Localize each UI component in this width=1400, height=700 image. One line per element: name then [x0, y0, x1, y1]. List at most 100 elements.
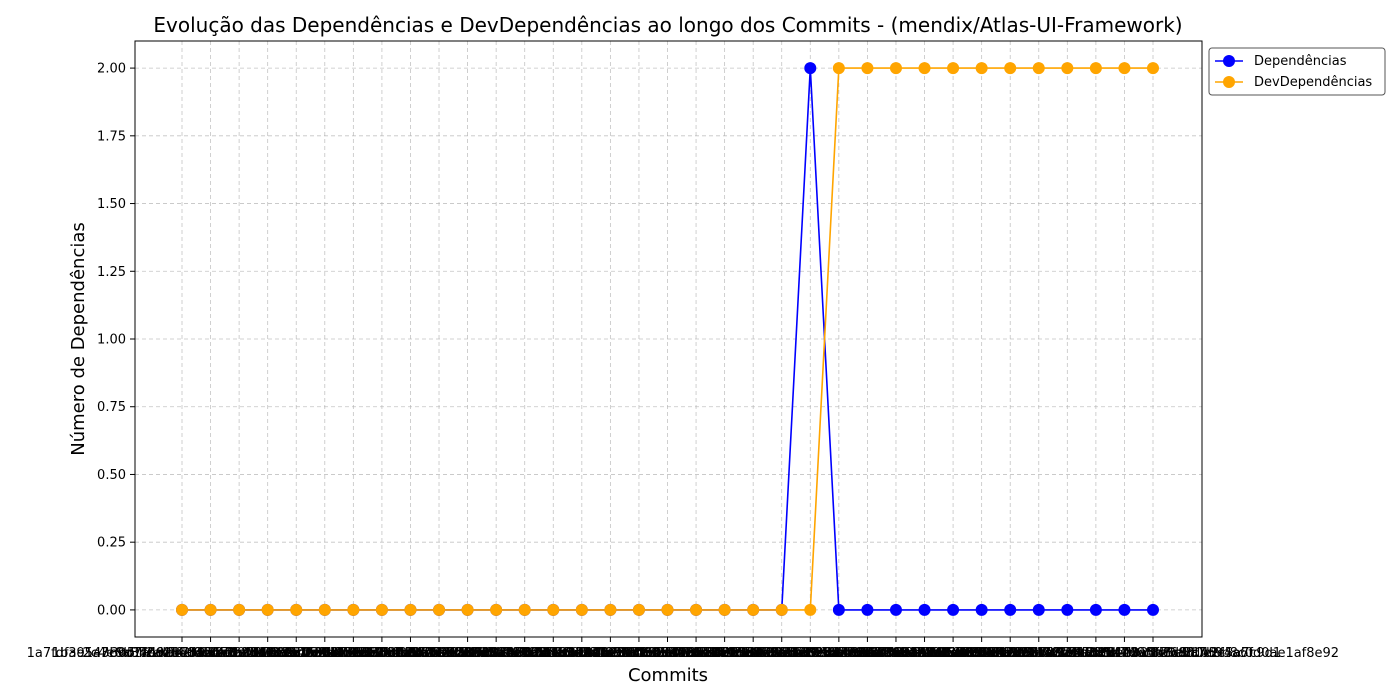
data-point [690, 603, 703, 616]
y-tick-label: 1.75 [97, 129, 126, 144]
x-tick-label: 17f9d1e3a5c7e9f1b3d5a7c9e1f3b5d7a9c1e3f5 [512, 646, 823, 661]
data-point [1118, 62, 1131, 75]
data-point [490, 603, 503, 616]
data-point [404, 603, 417, 616]
x-tick-label: f57df5a7c9e1a3b5d7f9c1e3a5b7d9f1c3e5a7b9 [912, 646, 1223, 661]
data-point [918, 62, 931, 75]
series-1 [176, 62, 1159, 616]
y-tick-label: 1.00 [97, 333, 126, 348]
x-tick-label: b5c3d7e9f1a2b4c6d8e0f2a4b6c8d0e2f4a6fd0a… [967, 646, 1339, 661]
x-tick-label: c2a4e6f8b0d2f4a6c8e0b2d4f6a8c0e2b4d6f8a0 [369, 646, 680, 661]
x-tick-label: c24ac2d4f6b8d0e2a4c6f8b0d2e4a6c8f0b2d4e6 [825, 646, 1138, 661]
grid [135, 41, 1202, 637]
data-point [204, 603, 217, 616]
data-point [1004, 603, 1017, 616]
data-point [176, 603, 188, 616]
y-tick-label: 2.00 [97, 62, 126, 77]
data-point [918, 603, 931, 616]
x-tick-label: d35bd3e5a7c9e1f3b5d7a9c1e3f5b7d9a1c3e5f7 [853, 646, 1167, 661]
data-point [947, 603, 960, 616]
data-point [861, 603, 874, 616]
data-point [1089, 62, 1102, 75]
data-point [1032, 62, 1045, 75]
data-point [861, 62, 874, 75]
data-point [575, 603, 588, 616]
data-point [832, 62, 845, 75]
x-tick-label: 7b9d1f3a5c7e9a1b3d5f7c9e1a3b5d7f9c1e3a5d [225, 646, 539, 661]
x-tick-label: 068e06b8d0f2b4c6e8a0d2f4b6c8e0a2d4f6b8c0 [938, 646, 1253, 661]
data-point [347, 603, 360, 616]
x-tick-label: a028a0b2d4f6b8c0e2a4d6f8b0c2e4a6d8f0b2c4 [767, 646, 1082, 661]
data-point [832, 603, 845, 616]
data-point [889, 62, 902, 75]
data-point [433, 603, 446, 616]
data-point [547, 603, 560, 616]
y-tick-label: 1.50 [97, 197, 126, 212]
x-tick-label: b1f3d5e7a9c1e3f5b7d9a1c3e5f7b9d1a3c5e7f9 [341, 646, 652, 661]
x-tick-label: 7df5d7e9a1c3e5f7b9d1a3c5e7f9b1d3a5c7e9f1 [684, 646, 995, 661]
x-tick-label: 06e8c0d2f4b6d8e0a2c4f6b8d0e2a4c6f8b0d2e4 [482, 646, 797, 661]
data-point [975, 603, 988, 616]
data-point [889, 603, 902, 616]
x-tick-label: 2c4e6a8b0d2f4a6c8e0b2d4f6a8c0e2b4d6f8a0c [83, 646, 396, 661]
y-tick-label: 0.25 [97, 536, 126, 551]
x-tick-label: 9f17f9a1c3e5a7b9d1f3c5e7a9b1d3f5c7e9a1b3 [741, 646, 1052, 661]
x-tick-label: a0e2c4d6f8b0d2e4a6c8f0b2d4e6a8c0f2b4d6e8 [310, 646, 624, 661]
x-tick-label: 1a7fdfa9143b0c7a1d9e2f4b6c8a0e1d3f5b7c91 [27, 646, 338, 661]
legend-marker-devdependencias [1223, 76, 1235, 88]
x-tick-label: b139b1c3e5a7c9d1f3b5e7a9c1d3f5b7e9a1c3d5 [795, 646, 1112, 661]
y-axis-label: Número de Dependências [68, 222, 89, 456]
data-point [947, 62, 960, 75]
data-point [375, 603, 388, 616]
data-point [804, 62, 817, 75]
legend: Dependências DevDependências [1208, 47, 1386, 96]
data-point [775, 603, 788, 616]
data-point [233, 603, 246, 616]
x-tick-label: e4c6a8b0d2f4b6c8e0a2d4f6b8c0e2a4d6f8b0c2 [425, 646, 738, 661]
legend-frame [1208, 47, 1386, 96]
x-tick-label: 28a0e2f4b6d8f0a2c4e6b8d0f2a4c6e8b0d2f4a6 [540, 646, 852, 661]
x-tick-label: 4ac2a4b6d8f0b2c4e6a8d0f2b4c6e8a0d2f4b6c8 [596, 646, 909, 661]
series-layer [176, 62, 1159, 616]
x-tick-label: 8c0e2a4b6d8f0b2c4e6a8d0f2b4c6e8a0d2f4b6e [253, 646, 567, 661]
data-point [1118, 603, 1131, 616]
x-tick-label: 5f7b9d1e3a5c7e9b1d3f5c7e9a1b3d5f7c9e1a3b [168, 646, 482, 661]
data-point [804, 603, 817, 616]
x-tick-label: 3d5f7b9c1e3a5b7d9f1c3e5a7b9d1f3c5e7a9b1d [110, 646, 425, 661]
legend-label-dependencias: Dependências [1254, 54, 1347, 69]
data-point [1061, 62, 1074, 75]
y-tick-label: 0.75 [97, 400, 126, 415]
data-point [1032, 603, 1045, 616]
data-point [1061, 603, 1074, 616]
data-point [661, 603, 674, 616]
x-tick-label: 9d1f3b5c7e9a1c3d5f7b9e1a3c5d7f9b1e3a5c7f [284, 646, 594, 661]
x-tick-label: 39b1f3a5c7e9a1b3d5f7c9e1a3b5d7f9c1e3a5b7 [568, 646, 882, 661]
legend-marker-dependencias [1223, 55, 1235, 67]
x-tick-label: 6ce4c6d8f0b2d4e6a8c0f2b4d6e8a0c2f4b6d8e0 [654, 646, 967, 661]
data-point [604, 603, 617, 616]
x-tick-label: 8e06e8f0b2d4f6a8c0e2b4d6f8a0c2e4b6d8f0a2 [712, 646, 1024, 661]
data-point [975, 62, 988, 75]
x-axis-label: Commits [628, 665, 708, 686]
data-point [632, 603, 645, 616]
data-point [1004, 62, 1017, 75]
x-tick-label: 4e6a8c0d2f4b6d8a0c2e4b6d8f0a2c4e6b8d0f2a [139, 646, 453, 661]
y-axis: 0.00 0.25 0.50 0.75 1.00 1.25 1.50 1.75 2.00 [97, 62, 135, 618]
y-tick-label: 1.25 [97, 265, 126, 280]
data-point [1089, 603, 1102, 616]
x-tick-label: f5d7b9c1e3a5c7d9f1b3e5a7c9d1f3b5e7a9c1d3 [454, 646, 767, 661]
data-point [290, 603, 303, 616]
x-tick-label: 6a8c0e2f4b6d8f0a2c4e6b8d0f2a4c6e8b0d2f4c [198, 646, 508, 661]
data-point [261, 603, 274, 616]
x-tick-label: e46ce4f6b8d0f2a4c6e8b0d2f4a6c8e0b2d4f6a8 [883, 646, 1194, 661]
x-tick-label: d3b5f7a9c1e3a5b7d9f1c3e5a7b9d1f3c5e7a9b1 [396, 646, 710, 661]
y-tick-label: 0.00 [97, 603, 126, 618]
data-point [318, 603, 331, 616]
x-axis: 1a7fdfa9143b0c7a1d9e2f4b6c8a0e1d3f5b7c91… [27, 637, 1339, 661]
x-tick-label: 5bd3b5c7e9a1c3d5f7b9e1a3c5d7f9b1e3a5c7d9 [623, 646, 940, 661]
x-tick-label: 1b3e5a7c9d1f2a4b6c8e0a2b4d6f8a0c2e4a6b8d [52, 646, 370, 661]
data-point [518, 603, 531, 616]
y-tick-label: 0.50 [97, 468, 126, 483]
data-point [747, 603, 760, 616]
